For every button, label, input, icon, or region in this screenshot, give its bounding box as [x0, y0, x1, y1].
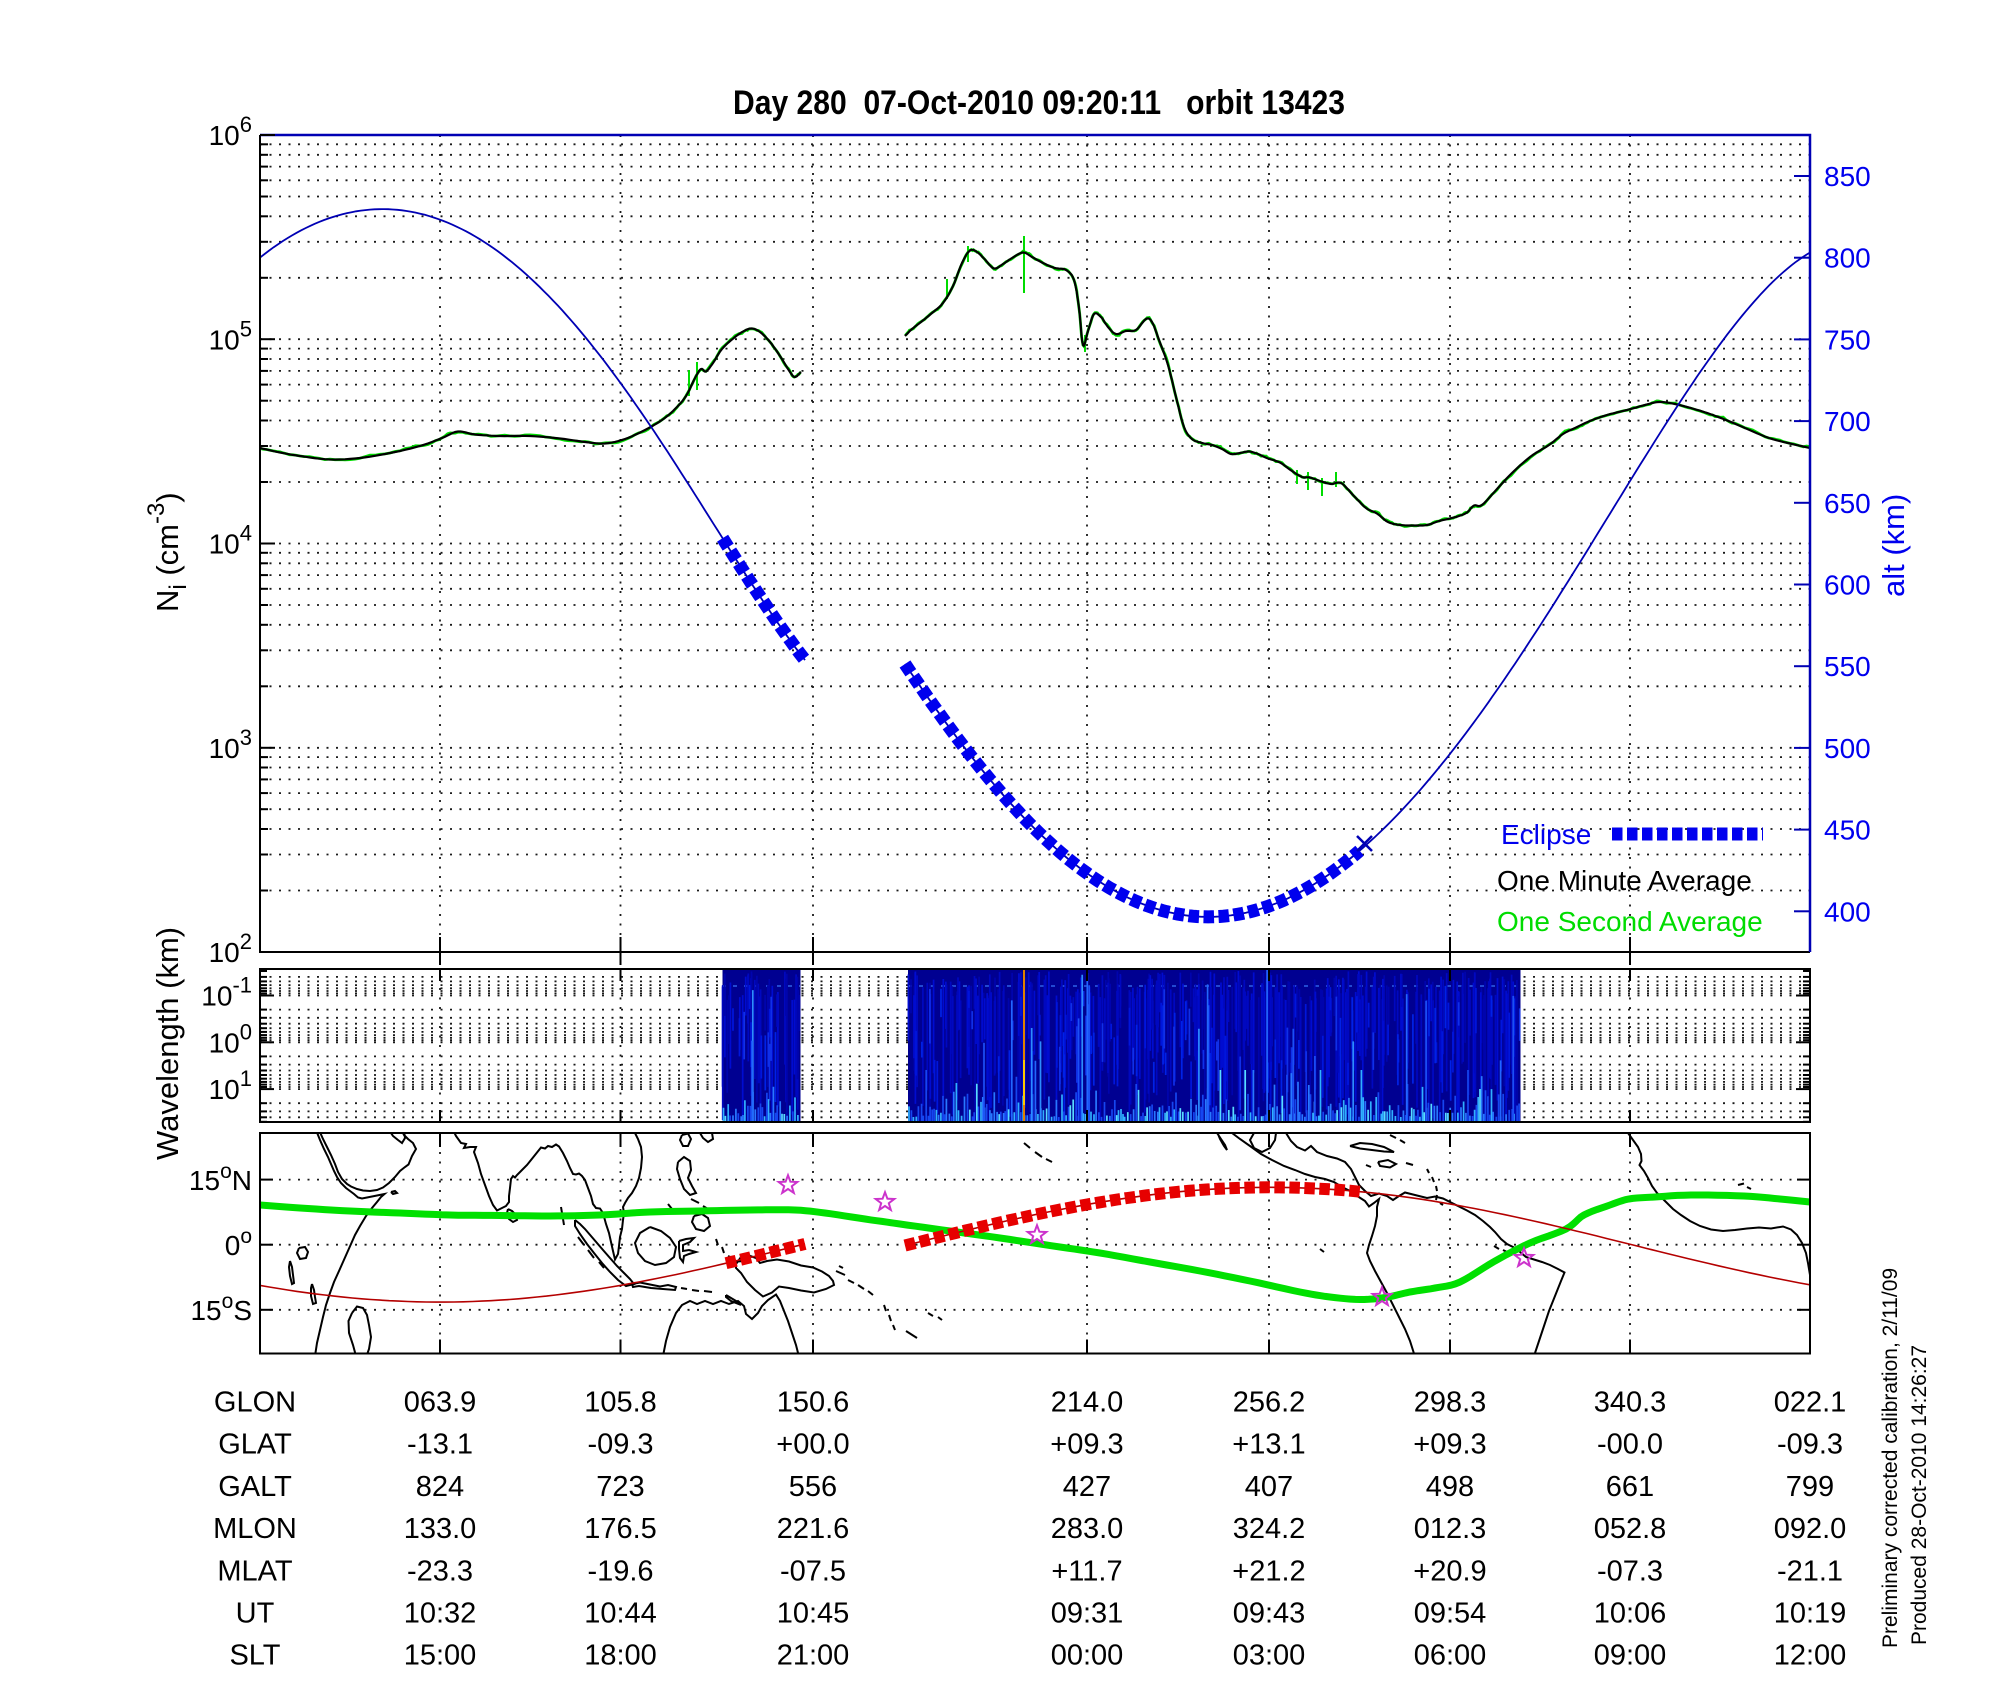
svg-text:09:00: 09:00: [1594, 1640, 1667, 1672]
svg-text:133.0: 133.0: [404, 1513, 477, 1545]
svg-text:105.8: 105.8: [584, 1387, 657, 1419]
svg-text:-07.3: -07.3: [1597, 1555, 1663, 1587]
svg-text:176.5: 176.5: [584, 1513, 657, 1545]
svg-text:+20.9: +20.9: [1413, 1555, 1486, 1587]
svg-text:21:00: 21:00: [777, 1640, 850, 1672]
svg-text:+09.3: +09.3: [1413, 1429, 1486, 1461]
svg-text:10:19: 10:19: [1774, 1598, 1847, 1630]
svg-text:700: 700: [1824, 406, 1871, 437]
svg-text:06:00: 06:00: [1414, 1640, 1487, 1672]
svg-text:600: 600: [1824, 570, 1871, 601]
svg-text:10:45: 10:45: [777, 1598, 850, 1630]
svg-text:214.0: 214.0: [1051, 1387, 1124, 1419]
svg-text:UT: UT: [236, 1598, 275, 1630]
svg-text:+21.2: +21.2: [1232, 1555, 1305, 1587]
svg-text:10:06: 10:06: [1594, 1598, 1667, 1630]
svg-text:400: 400: [1824, 896, 1871, 927]
svg-text:+09.3: +09.3: [1050, 1429, 1123, 1461]
svg-text:052.8: 052.8: [1594, 1513, 1667, 1545]
svg-text:800: 800: [1824, 243, 1871, 274]
svg-text:-21.1: -21.1: [1777, 1555, 1843, 1587]
svg-text:GLAT: GLAT: [218, 1429, 292, 1461]
svg-text:00:00: 00:00: [1051, 1640, 1124, 1672]
svg-text:09:31: 09:31: [1051, 1598, 1124, 1630]
svg-text:750: 750: [1824, 324, 1871, 355]
svg-text:+13.1: +13.1: [1232, 1429, 1305, 1461]
svg-text:18:00: 18:00: [584, 1640, 657, 1672]
svg-text:alt (km): alt (km): [1876, 494, 1911, 597]
svg-text:324.2: 324.2: [1233, 1513, 1306, 1545]
svg-text:824: 824: [416, 1471, 464, 1503]
svg-text:12:00: 12:00: [1774, 1640, 1847, 1672]
svg-text:-00.0: -00.0: [1597, 1429, 1663, 1461]
svg-text:221.6: 221.6: [777, 1513, 850, 1545]
svg-text:022.1: 022.1: [1774, 1387, 1847, 1419]
svg-text:450: 450: [1824, 815, 1871, 846]
svg-text:MLON: MLON: [213, 1513, 297, 1545]
svg-text:15:00: 15:00: [404, 1640, 477, 1672]
svg-text:10:44: 10:44: [584, 1598, 657, 1630]
svg-text:03:00: 03:00: [1233, 1640, 1306, 1672]
svg-text:Ni (cm-3): Ni (cm-3): [143, 492, 192, 612]
svg-text:GLON: GLON: [214, 1387, 296, 1419]
svg-text:-23.3: -23.3: [407, 1555, 473, 1587]
svg-text:-07.5: -07.5: [780, 1555, 846, 1587]
svg-text:556: 556: [789, 1471, 837, 1503]
svg-text:+11.7: +11.7: [1051, 1555, 1122, 1587]
svg-text:One Minute Average: One Minute Average: [1497, 865, 1752, 896]
svg-text:Eclipse: Eclipse: [1501, 819, 1591, 850]
svg-text:-09.3: -09.3: [587, 1429, 653, 1461]
svg-text:Preliminary corrected calibrat: Preliminary corrected calibration, 2/11/…: [1879, 1268, 1902, 1648]
svg-text:500: 500: [1824, 733, 1871, 764]
svg-text:407: 407: [1245, 1471, 1293, 1503]
svg-text:One Second Average: One Second Average: [1497, 906, 1763, 937]
svg-text:10:32: 10:32: [404, 1598, 477, 1630]
svg-text:SLT: SLT: [229, 1640, 280, 1672]
svg-text:498: 498: [1426, 1471, 1474, 1503]
svg-text:-19.6: -19.6: [587, 1555, 653, 1587]
svg-text:092.0: 092.0: [1774, 1513, 1847, 1545]
svg-text:340.3: 340.3: [1594, 1387, 1667, 1419]
svg-text:09:54: 09:54: [1414, 1598, 1487, 1630]
svg-text:650: 650: [1824, 488, 1871, 519]
svg-text:283.0: 283.0: [1051, 1513, 1124, 1545]
svg-text:Wavelength (km): Wavelength (km): [150, 927, 185, 1160]
svg-text:298.3: 298.3: [1414, 1387, 1487, 1419]
svg-text:550: 550: [1824, 651, 1871, 682]
svg-text:09:43: 09:43: [1233, 1598, 1306, 1630]
svg-text:Produced 28-Oct-2010 14:26:27: Produced 28-Oct-2010 14:26:27: [1908, 1345, 1931, 1645]
svg-text:661: 661: [1606, 1471, 1654, 1503]
svg-text:GALT: GALT: [218, 1471, 292, 1503]
svg-text:723: 723: [596, 1471, 644, 1503]
svg-text:063.9: 063.9: [404, 1387, 477, 1419]
svg-text:256.2: 256.2: [1233, 1387, 1306, 1419]
svg-text:15oS: 15oS: [190, 1290, 252, 1326]
svg-text:150.6: 150.6: [777, 1387, 850, 1419]
svg-text:850: 850: [1824, 161, 1871, 192]
svg-text:+00.0: +00.0: [776, 1429, 849, 1461]
svg-text:012.3: 012.3: [1414, 1513, 1487, 1545]
svg-text:MLAT: MLAT: [217, 1555, 292, 1587]
svg-text:0o: 0o: [225, 1225, 252, 1261]
svg-text:799: 799: [1786, 1471, 1834, 1503]
svg-text:-09.3: -09.3: [1777, 1429, 1843, 1461]
svg-text:-13.1: -13.1: [407, 1429, 473, 1461]
svg-text:427: 427: [1063, 1471, 1111, 1503]
svg-text:Day 280 07-Oct-2010 09:20:11: Day 280 07-Oct-2010 09:20:11 orbit 13423: [733, 83, 1345, 121]
